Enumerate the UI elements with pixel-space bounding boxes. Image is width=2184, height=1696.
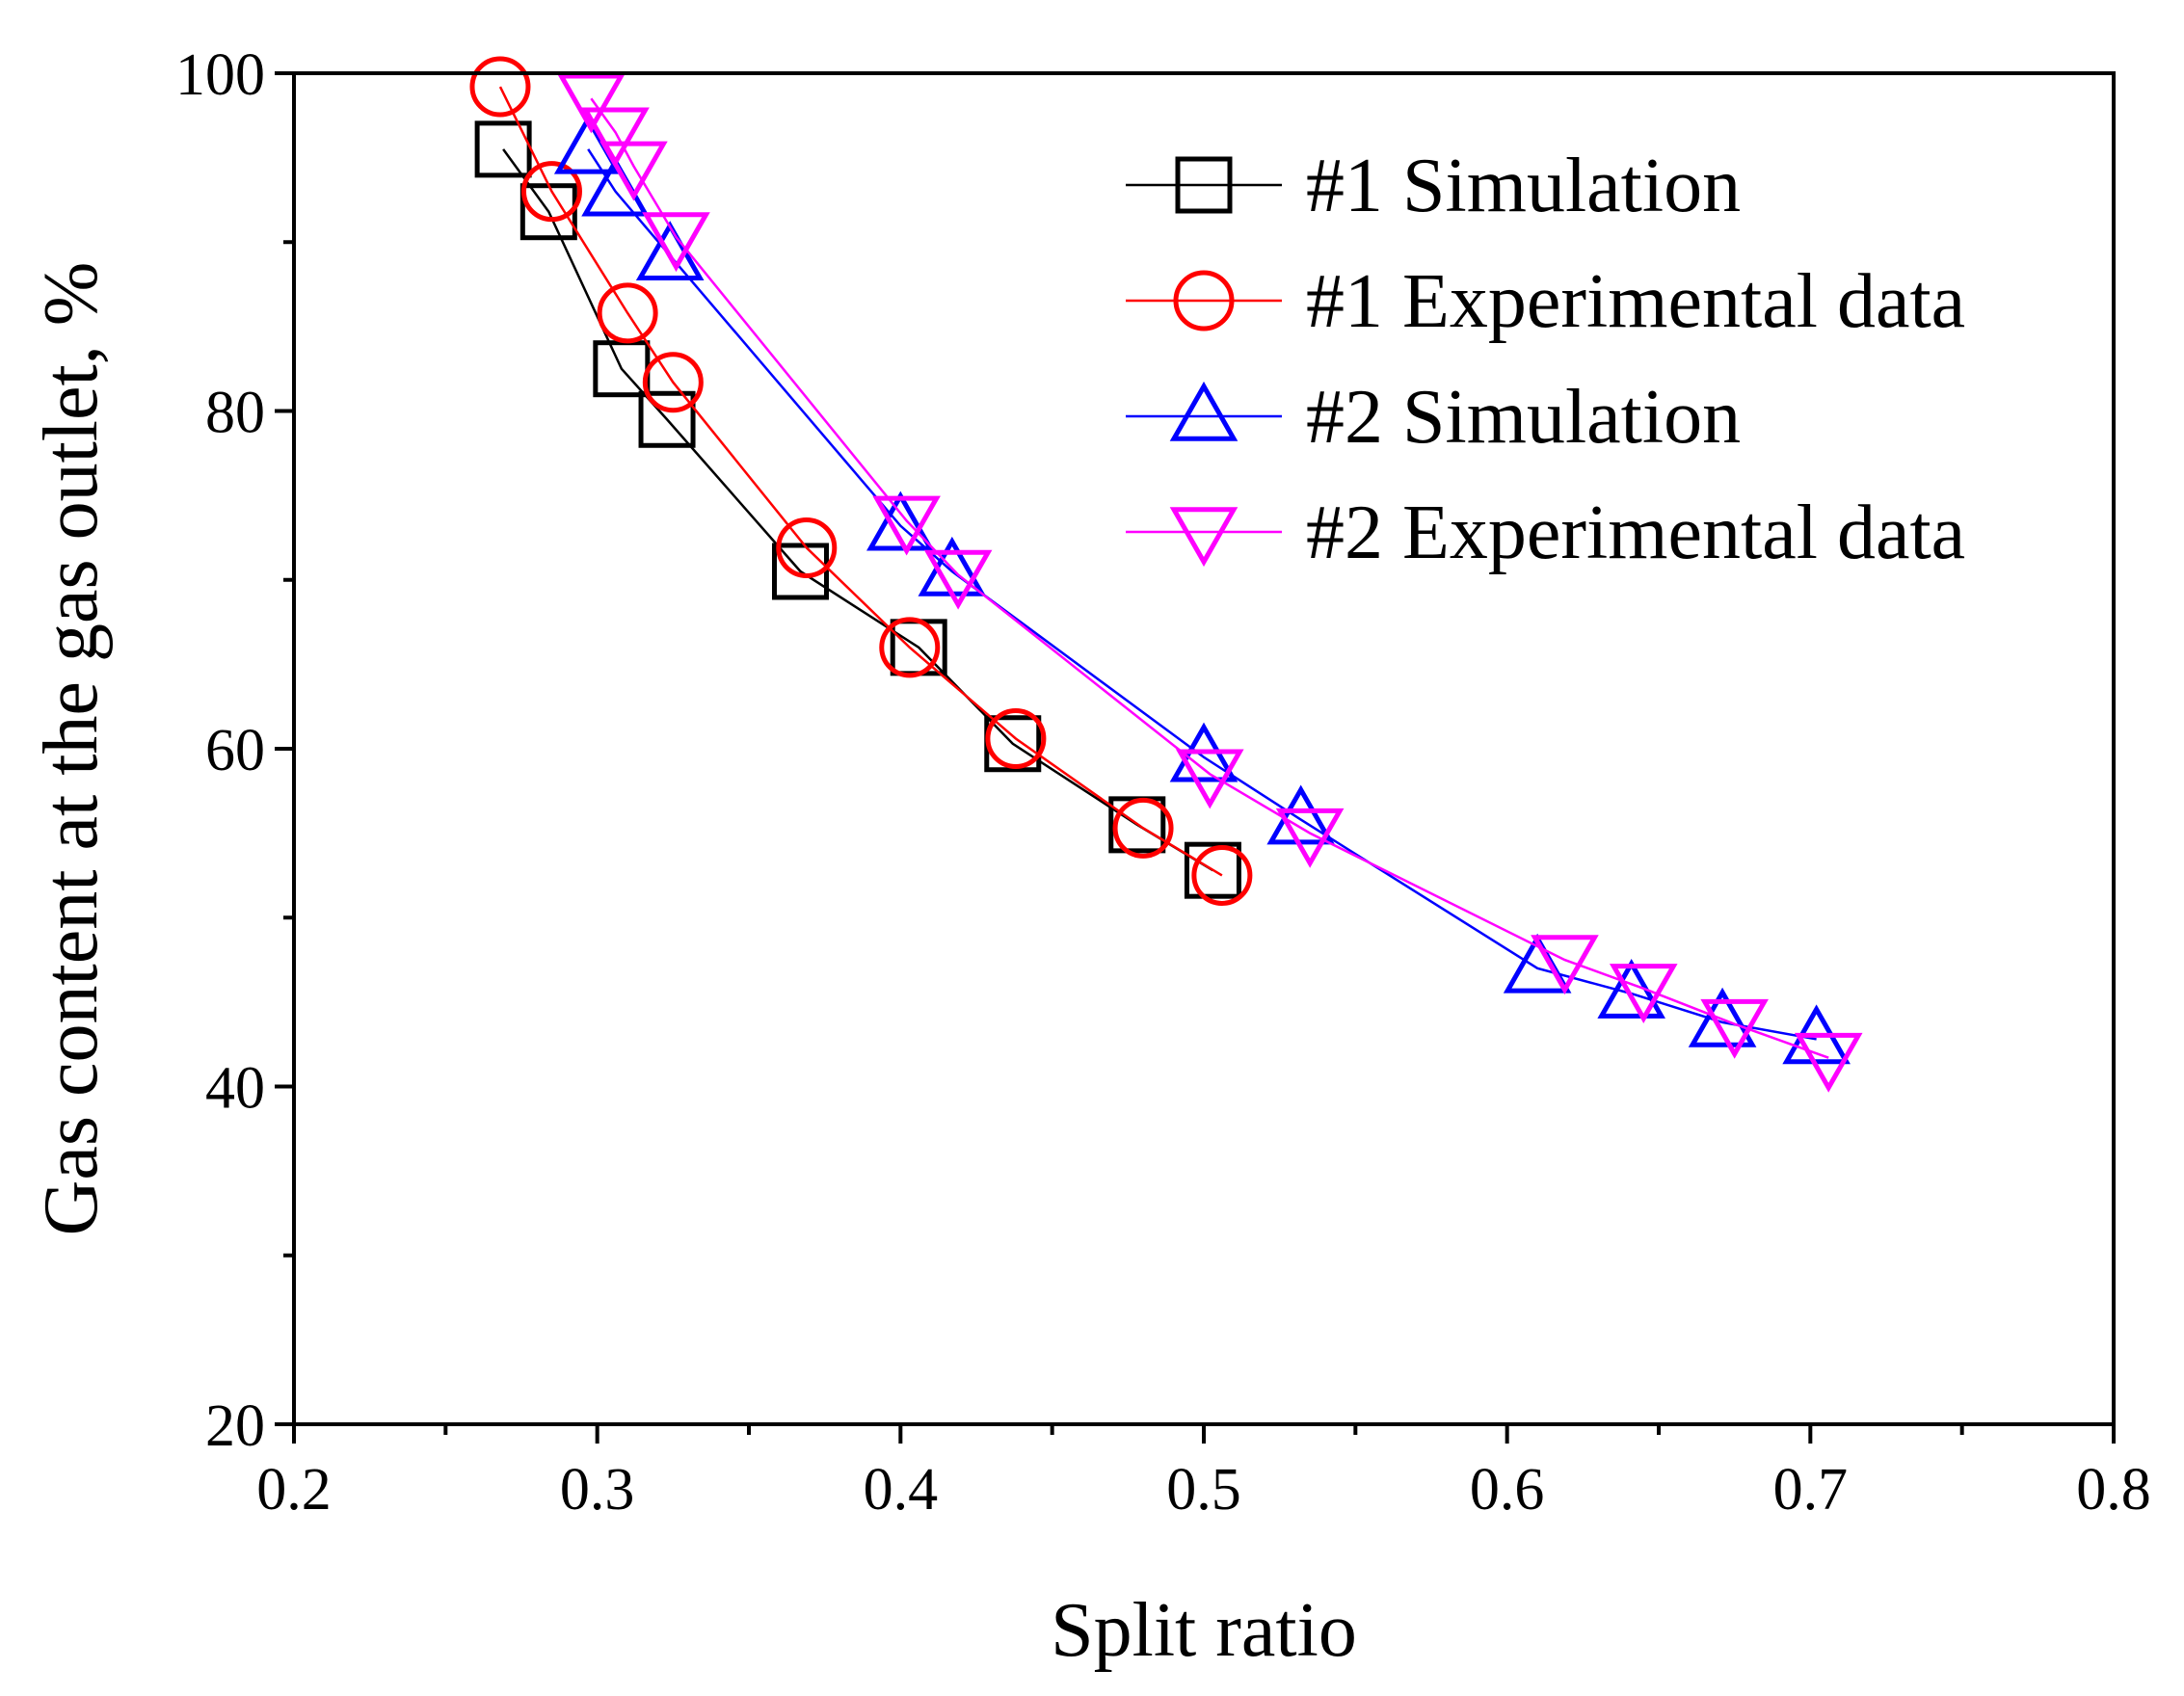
legend-item: #2 Simulation <box>1126 375 1741 460</box>
data-point <box>1184 841 1241 899</box>
data-point <box>1191 844 1253 906</box>
data-point <box>1266 784 1335 845</box>
data-point <box>776 517 838 578</box>
x-tick-label: 0.5 <box>1166 1457 1241 1523</box>
data-point <box>642 212 710 273</box>
legend-label: #2 Experimental data <box>1306 490 1965 575</box>
x-tick-label: 0.3 <box>560 1457 635 1523</box>
data-point <box>1531 935 1599 995</box>
data-point <box>985 707 1047 769</box>
data-point <box>1112 797 1174 859</box>
x-tick-label: 0.4 <box>864 1457 939 1523</box>
y-tick-label: 40 <box>205 1056 265 1122</box>
data-point <box>638 390 696 448</box>
legend-marker <box>1175 156 1233 214</box>
data-point <box>599 141 668 201</box>
legend-item: #2 Experimental data <box>1126 490 1965 575</box>
y-tick-label: 60 <box>205 718 265 783</box>
data-point <box>597 282 658 344</box>
y-tick-label: 100 <box>175 42 265 108</box>
x-axis-label: Split ratio <box>1051 1588 1357 1673</box>
y-tick-label: 80 <box>205 381 265 446</box>
series-2 <box>469 56 1253 906</box>
legend-item: #1 Experimental data <box>1126 259 1965 344</box>
data-point <box>872 495 941 556</box>
data-point <box>474 120 532 178</box>
series-layer <box>469 56 1863 1093</box>
x-tick-label: 0.8 <box>2076 1457 2151 1523</box>
data-point <box>642 352 704 413</box>
legend-label: #1 Simulation <box>1306 144 1741 228</box>
x-tick-label: 0.2 <box>256 1457 332 1523</box>
x-tick-label: 0.7 <box>1773 1457 1849 1523</box>
data-point <box>879 617 941 678</box>
data-point <box>469 56 531 118</box>
data-point <box>771 543 829 600</box>
data-point <box>581 107 650 168</box>
legend-marker <box>1169 507 1238 568</box>
data-point <box>1275 808 1345 868</box>
data-point <box>866 490 935 551</box>
data-point <box>1175 749 1244 809</box>
y-tick-label: 20 <box>205 1393 265 1459</box>
x-tick-label: 0.6 <box>1470 1457 1545 1523</box>
series-line <box>587 148 1817 1041</box>
legend-label: #2 Simulation <box>1306 375 1741 460</box>
data-point <box>557 73 626 134</box>
legend: #1 Simulation #1 Experimental data #2 Simu… <box>1126 144 1965 575</box>
data-point <box>520 161 582 223</box>
series-line <box>502 148 1214 872</box>
y-axis-label: Gas content at the gas outlet, % <box>29 262 114 1236</box>
legend-label: #1 Experimental data <box>1306 259 1965 344</box>
series-4 <box>557 73 1863 1093</box>
legend-item: #1 Simulation <box>1126 144 1741 228</box>
data-point <box>1700 998 1769 1059</box>
data-point <box>1609 964 1678 1023</box>
legend-marker <box>1169 381 1238 441</box>
legend-marker <box>1173 270 1235 331</box>
ticks-layer <box>275 71 2116 1444</box>
data-point <box>1688 987 1757 1047</box>
tick-labels: 0.2 0.3 0.4 0.5 0.6 0.7 0.8 20 40 60 80 100 <box>175 42 2151 1523</box>
series-line <box>498 86 1223 877</box>
data-point <box>1794 1032 1863 1093</box>
data-point <box>923 549 993 610</box>
